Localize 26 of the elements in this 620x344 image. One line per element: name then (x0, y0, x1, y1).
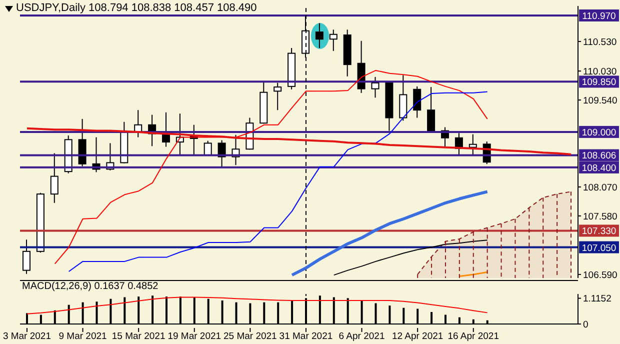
y-tick-label: 1.1152 (583, 294, 612, 305)
x-tick-label: 6 Apr 2021 (338, 331, 385, 342)
x-tick-label: 3 Mar 2021 (2, 331, 52, 342)
ref-line-label: 108.400 (582, 162, 616, 174)
x-tick-label: 25 Mar 2021 (224, 331, 277, 342)
chart-title: USDJPY,Daily 108.794 108.838 108.457 108.490 (16, 2, 257, 14)
ref-line-label: 109.850 (582, 77, 616, 88)
x-tick-label: 16 Apr 2021 (448, 331, 499, 342)
ref-line-label: 107.330 (582, 226, 616, 238)
x-tick-label: 15 Mar 2021 (112, 331, 166, 342)
chart-title: MACD(12,26,9) 0.1637 0.4852 (22, 281, 158, 292)
x-tick-label: 9 Mar 2021 (58, 331, 107, 342)
y-tick-label: 110.030 (583, 66, 617, 78)
x-tick-label: 19 Mar 2021 (168, 331, 222, 342)
y-tick-label: 108.070 (583, 182, 618, 194)
x-tick-label: 31 Mar 2021 (279, 331, 333, 342)
y-tick-label: 0 (583, 319, 588, 330)
ref-line-label: 110.970 (582, 10, 616, 22)
y-tick-label: 109.540 (583, 95, 618, 106)
y-tick-label: 106.590 (583, 270, 618, 281)
x-tick-label: 12 Apr 2021 (392, 331, 444, 342)
ref-line-label: 108.606 (582, 150, 616, 162)
y-tick-label: 107.580 (583, 211, 618, 222)
ref-line-label: 109.000 (582, 127, 616, 138)
ref-line-label: 107.050 (582, 242, 616, 254)
y-tick-label: 110.530 (583, 36, 617, 48)
